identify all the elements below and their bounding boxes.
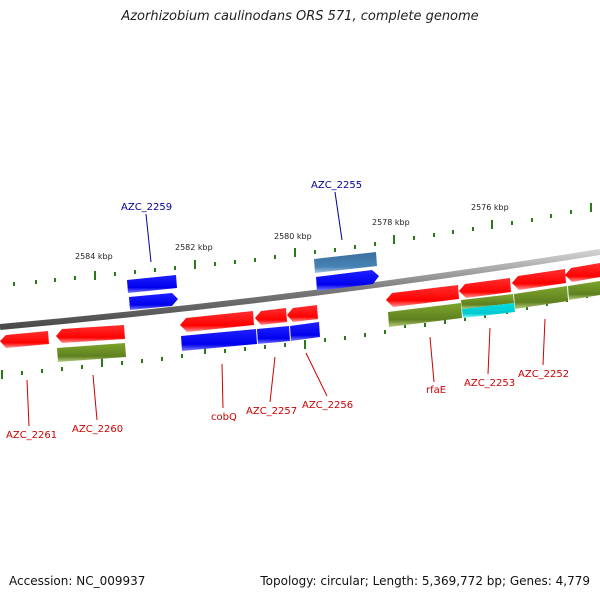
kbp-label-2580: 2580 kbp [274, 232, 312, 241]
gene-azc-2260-cds[interactable] [57, 343, 126, 362]
gene-label-azc-2252[interactable]: AZC_2252 [518, 369, 569, 380]
gene-azc-2256-gene[interactable] [287, 305, 318, 322]
accession-text: Accession: NC_009937 [9, 574, 146, 588]
gene-right-edge[interactable] [565, 263, 600, 282]
gene-label-rfae[interactable]: rfaE [426, 385, 446, 396]
gene-label-azc-2259[interactable]: AZC_2259 [121, 202, 172, 213]
genome-summary-text: Topology: circular; Length: 5,369,772 bp… [260, 574, 590, 588]
kbp-label-2582: 2582 kbp [175, 243, 213, 252]
gene-rfae-gene[interactable] [386, 285, 459, 307]
gene-azc-2256-cds[interactable] [290, 322, 320, 341]
gene-azc-2252-gene[interactable] [512, 269, 566, 290]
gene-azc-2259[interactable] [129, 293, 178, 310]
kbp-label-2576: 2576 kbp [471, 203, 509, 212]
gene-label-azc-2253[interactable]: AZC_2253 [464, 378, 515, 389]
gene-label-cobq[interactable]: cobQ [211, 412, 237, 423]
map-title: Azorhizobium caulinodans ORS 571, comple… [121, 9, 479, 24]
gene-azc-2261[interactable] [0, 331, 49, 348]
outer-scale-ticks [13, 203, 592, 286]
gene-azc-2257-cds[interactable] [257, 326, 290, 344]
gene-cobq-gene[interactable] [180, 311, 254, 332]
gene-cobq-cds[interactable] [181, 329, 257, 351]
label-leaders [26, 191, 546, 427]
gene-label-azc-2255[interactable]: AZC_2255 [311, 180, 362, 191]
gene-right-edge-cds[interactable] [568, 281, 600, 300]
gene-label-azc-2257[interactable]: AZC_2257 [246, 406, 297, 417]
kbp-label-2578: 2578 kbp [372, 218, 410, 227]
gene-rfae-cds[interactable] [388, 303, 462, 327]
gene-azc-2253-gene[interactable] [459, 278, 511, 298]
gene-azc-2260-gene[interactable] [56, 325, 125, 343]
inner-strand-genes [0, 263, 600, 362]
gene-azc-2253-cds[interactable] [461, 294, 514, 309]
gene-azc-2259-cds[interactable] [127, 275, 177, 293]
gene-label-azc-2261[interactable]: AZC_2261 [6, 430, 57, 441]
genome-backbone [0, 249, 600, 330]
gene-azc-2253-cds-2[interactable] [462, 303, 515, 318]
gene-azc-2255[interactable] [316, 270, 379, 291]
gene-label-azc-2256[interactable]: AZC_2256 [302, 400, 353, 411]
gene-label-azc-2260[interactable]: AZC_2260 [72, 424, 123, 435]
kbp-label-2584: 2584 kbp [75, 252, 113, 261]
gene-azc-2257-gene[interactable] [255, 308, 287, 325]
gene-azc-2255-cds[interactable] [314, 252, 377, 273]
outer-strand-genes [127, 252, 379, 310]
gene-azc-2252-cds[interactable] [514, 286, 568, 309]
